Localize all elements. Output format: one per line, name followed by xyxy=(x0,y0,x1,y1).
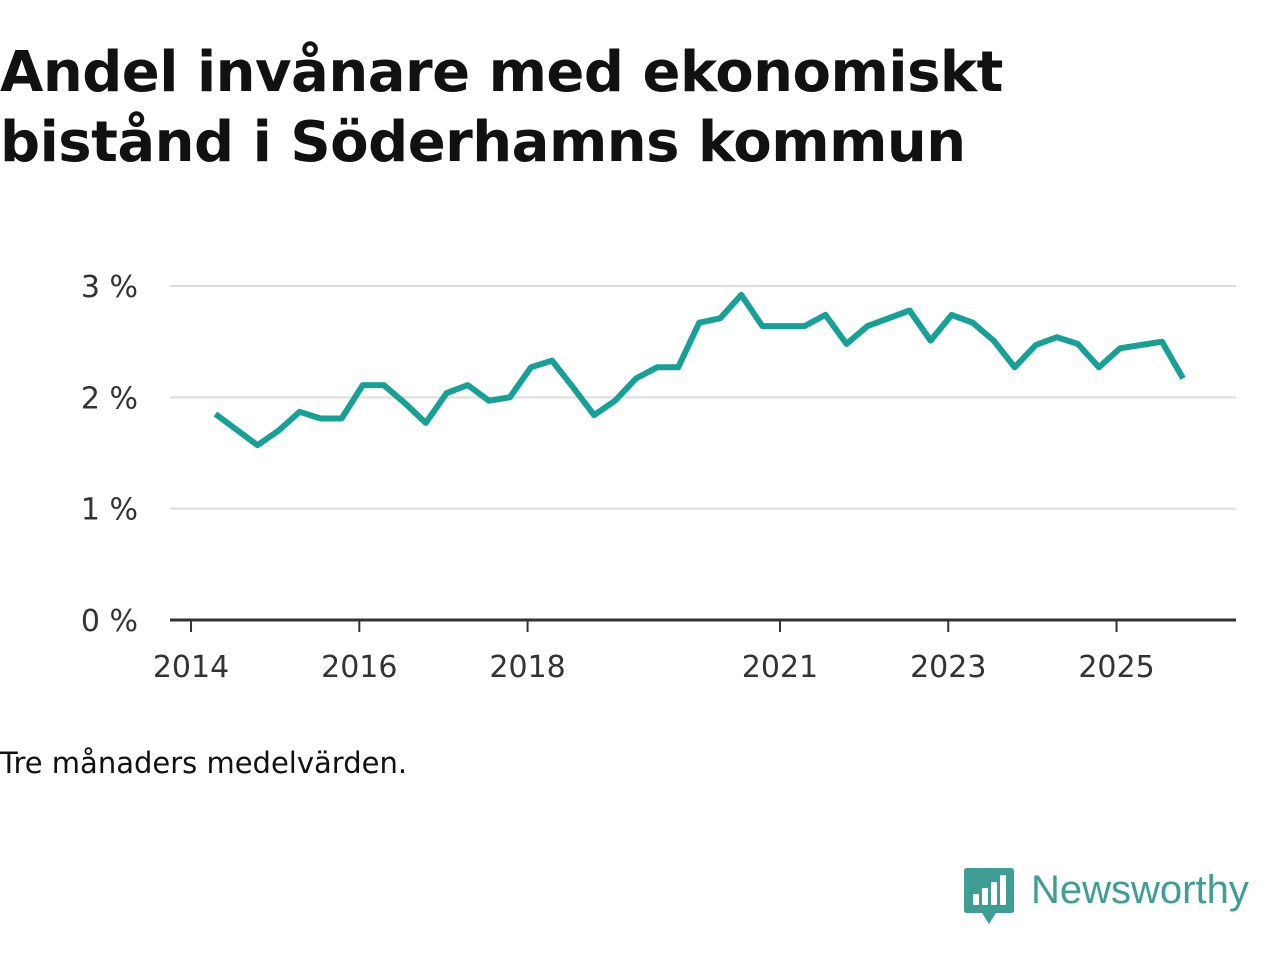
y-tick-label: 1 % xyxy=(81,493,138,528)
x-tick-label: 2021 xyxy=(742,650,818,685)
x-tick-label: 2023 xyxy=(910,650,986,685)
data-point xyxy=(486,398,492,404)
data-point xyxy=(212,411,218,417)
data-point xyxy=(465,382,471,388)
brand-logo: Newsworthy xyxy=(963,864,1275,928)
data-point xyxy=(318,416,324,422)
data-point xyxy=(675,364,681,370)
data-point xyxy=(970,320,976,326)
data-point xyxy=(907,308,913,314)
data-point xyxy=(759,323,765,329)
data-point xyxy=(991,338,997,344)
series-line xyxy=(213,291,1186,449)
x-tick-label: 2016 xyxy=(321,650,397,685)
data-point xyxy=(1138,342,1144,348)
data-point xyxy=(549,358,555,364)
data-point xyxy=(886,315,892,321)
data-point xyxy=(297,409,303,415)
data-point xyxy=(1117,345,1123,351)
data-point xyxy=(423,420,429,426)
x-axis-ticks: 2014 2016 2018 2021 2023 2025 xyxy=(153,620,1155,685)
x-tick-label: 2014 xyxy=(153,650,229,685)
data-point xyxy=(528,364,534,370)
newsworthy-logo-icon xyxy=(964,868,1014,924)
y-tick-label: 2 % xyxy=(81,381,138,416)
data-point xyxy=(928,338,934,344)
data-point xyxy=(444,390,450,396)
data-point xyxy=(844,341,850,347)
data-point xyxy=(591,412,597,418)
data-point xyxy=(654,364,660,370)
chart-title: Andel invånare med ekonomiskt bistånd i … xyxy=(0,40,1003,175)
data-point xyxy=(865,323,871,329)
data-point xyxy=(234,427,240,433)
data-point xyxy=(276,428,282,434)
y-tick-label: 3 % xyxy=(81,270,138,305)
data-point xyxy=(822,312,828,318)
data-point xyxy=(570,384,576,390)
data-point xyxy=(360,382,366,388)
data-point xyxy=(696,320,702,326)
data-point xyxy=(1075,341,1081,347)
y-axis-ticks: 0 % 1 % 2 % 3 % xyxy=(81,270,138,639)
x-tick-label: 2018 xyxy=(489,650,565,685)
data-point xyxy=(402,400,408,406)
data-point xyxy=(381,382,387,388)
y-tick-label: 0 % xyxy=(81,604,138,639)
data-point xyxy=(717,315,723,321)
brand-name: Newsworthy xyxy=(1031,868,1249,912)
data-point xyxy=(633,375,639,381)
data-point xyxy=(1033,342,1039,348)
data-point xyxy=(507,394,513,400)
data-point xyxy=(801,323,807,329)
data-point xyxy=(612,398,618,404)
data-point xyxy=(1096,364,1102,370)
data-point xyxy=(949,312,955,318)
x-tick-label: 2025 xyxy=(1078,650,1154,685)
data-point xyxy=(1180,375,1186,381)
data-point xyxy=(255,442,261,448)
data-point xyxy=(1054,334,1060,340)
chart-note: Tre månaders medelvärden. xyxy=(0,746,408,780)
data-point xyxy=(780,323,786,329)
data-point xyxy=(1012,364,1018,370)
line-chart: 0 % 1 % 2 % 3 % 2014 2016 2018 2021 2023 2025 xyxy=(81,270,1236,685)
series-layer xyxy=(212,291,1186,449)
data-point xyxy=(339,416,345,422)
data-point xyxy=(1159,339,1165,345)
data-point xyxy=(738,292,744,298)
gridlines xyxy=(170,285,1236,510)
